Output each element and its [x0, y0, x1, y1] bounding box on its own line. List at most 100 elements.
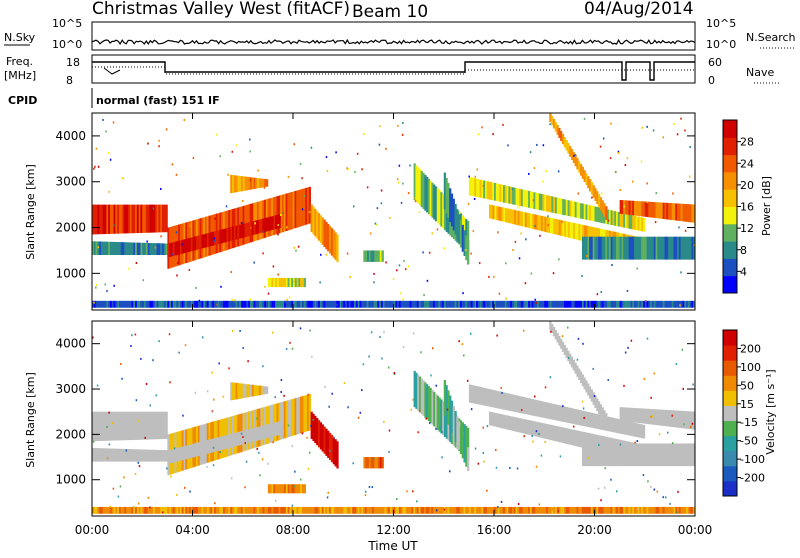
echo-cell	[362, 506, 366, 514]
echo-cell	[684, 411, 687, 429]
echo-cell	[598, 401, 601, 415]
echo-cell	[111, 241, 114, 256]
echo-cell	[675, 443, 678, 467]
echo-cell	[443, 379, 446, 417]
echo-cell	[92, 447, 95, 462]
noise-point	[381, 357, 383, 360]
echo-cell	[231, 300, 235, 308]
noise-point	[684, 229, 687, 232]
echo-cell	[511, 394, 515, 412]
echo-cell	[474, 506, 477, 514]
echo-cell	[267, 506, 271, 514]
echo-cell	[183, 239, 186, 254]
echo-cell	[531, 420, 535, 436]
echo-cell	[255, 220, 258, 235]
echo-cell	[126, 242, 129, 256]
echo-cell	[251, 428, 254, 442]
echo-cell	[206, 439, 210, 454]
echo-cell	[549, 300, 552, 308]
echo-cell	[569, 222, 572, 239]
echo-cell	[599, 414, 603, 430]
echo-cell	[646, 408, 649, 425]
noise-point	[470, 408, 473, 411]
noise-point	[122, 177, 124, 180]
echo-cell	[637, 443, 640, 467]
echo-cell	[495, 390, 498, 409]
noise-point	[414, 200, 417, 203]
noise-point	[280, 213, 282, 216]
echo-cell	[192, 300, 195, 308]
echo-cell	[169, 243, 172, 257]
echo-cell	[526, 212, 529, 228]
echo-cell	[231, 382, 235, 401]
echo-cell	[572, 300, 576, 308]
echo-cell	[160, 506, 163, 514]
echo-cell	[693, 411, 696, 430]
echo-cell	[329, 432, 332, 461]
echo-cell	[212, 506, 215, 514]
noise-point	[652, 129, 655, 132]
colorbar-tick-label: 12	[740, 222, 754, 235]
noise-point	[108, 190, 110, 193]
echo-cell	[621, 200, 624, 215]
echo-cell	[224, 300, 227, 308]
echo-cell	[625, 200, 628, 215]
echo-cell	[407, 506, 411, 514]
echo-cell	[472, 506, 475, 514]
echo-cell	[576, 202, 579, 218]
echo-cell	[644, 506, 647, 514]
echo-cell	[556, 332, 559, 343]
echo-cell	[651, 202, 655, 218]
echo-cell	[621, 236, 624, 260]
echo-cell	[689, 506, 692, 514]
echo-cell	[463, 506, 466, 514]
echo-cell	[440, 399, 443, 434]
noise-point	[263, 186, 266, 189]
echo-cell	[135, 506, 138, 514]
noise-point	[542, 144, 545, 147]
echo-cell	[294, 277, 297, 288]
echo-cell	[237, 225, 240, 239]
echo-cell	[468, 177, 472, 196]
echo-cell	[653, 202, 656, 218]
echo-cell	[657, 506, 660, 514]
echo-cell	[226, 300, 229, 308]
noise-point	[257, 169, 259, 172]
ytick-label: 3000	[55, 175, 86, 189]
noise-point	[544, 386, 547, 389]
echo-cell	[682, 506, 685, 514]
noise-point	[576, 358, 579, 361]
echo-cell	[154, 300, 158, 308]
echo-cell	[562, 406, 565, 422]
echo-cell	[380, 506, 384, 514]
echo-cell	[431, 389, 434, 425]
echo-cell	[115, 204, 118, 234]
echo-cell	[239, 224, 242, 239]
noise-point	[347, 168, 349, 171]
noise-point	[362, 363, 365, 366]
noise-point	[267, 292, 270, 295]
echo-cell	[95, 300, 98, 308]
colorbar-swatch	[723, 420, 737, 437]
echo-cell	[197, 442, 201, 456]
noise-point	[155, 394, 157, 397]
noise-point	[327, 491, 329, 494]
noise-point	[154, 246, 157, 249]
echo-cell	[644, 201, 647, 217]
echo-cell	[237, 175, 240, 192]
echo-cell	[637, 423, 640, 438]
echo-cell	[172, 506, 175, 514]
noise-point	[524, 282, 527, 285]
echo-cell	[196, 300, 199, 308]
echo-cell	[133, 204, 136, 234]
echo-cell	[136, 242, 140, 256]
echo-cell	[637, 236, 640, 260]
echo-cell	[538, 193, 542, 211]
echo-cell	[488, 506, 491, 514]
echo-cell	[289, 506, 292, 514]
echo-cell	[95, 241, 98, 256]
echo-cell	[542, 194, 545, 211]
echo-cell	[470, 506, 473, 514]
echo-cell	[106, 204, 109, 234]
echo-cell	[671, 203, 674, 221]
